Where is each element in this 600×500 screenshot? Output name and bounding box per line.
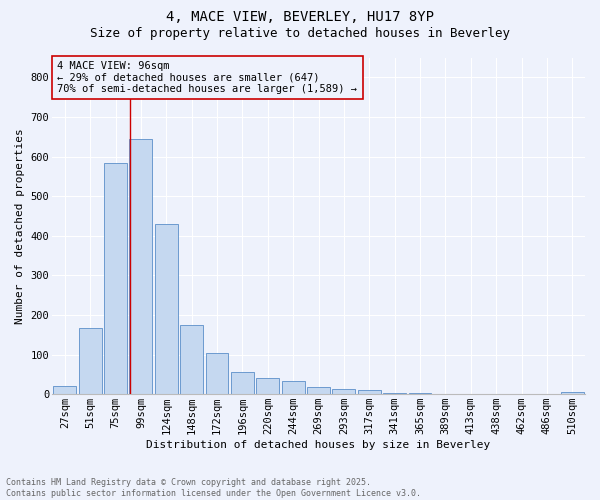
Bar (383, 392, 406, 394)
Bar (332, 388, 355, 394)
Text: 4 MACE VIEW: 96sqm
← 29% of detached houses are smaller (647)
70% of semi-detach: 4 MACE VIEW: 96sqm ← 29% of detached hou… (58, 61, 358, 94)
Bar (307, 387, 330, 394)
Text: 4, MACE VIEW, BEVERLEY, HU17 8YP: 4, MACE VIEW, BEVERLEY, HU17 8YP (166, 10, 434, 24)
X-axis label: Distribution of detached houses by size in Beverley: Distribution of detached houses by size … (146, 440, 491, 450)
Y-axis label: Number of detached properties: Number of detached properties (15, 128, 25, 324)
Text: Size of property relative to detached houses in Beverley: Size of property relative to detached ho… (90, 28, 510, 40)
Bar (231, 372, 254, 394)
Bar (358, 390, 381, 394)
Bar (282, 382, 305, 394)
Bar (561, 392, 584, 394)
Bar (130, 138, 152, 394)
Bar (104, 164, 127, 394)
Bar (155, 224, 178, 394)
Text: Contains HM Land Registry data © Crown copyright and database right 2025.
Contai: Contains HM Land Registry data © Crown c… (6, 478, 421, 498)
Bar (53, 386, 76, 394)
Bar (206, 354, 229, 394)
Bar (180, 325, 203, 394)
Bar (79, 328, 101, 394)
Bar (256, 378, 279, 394)
